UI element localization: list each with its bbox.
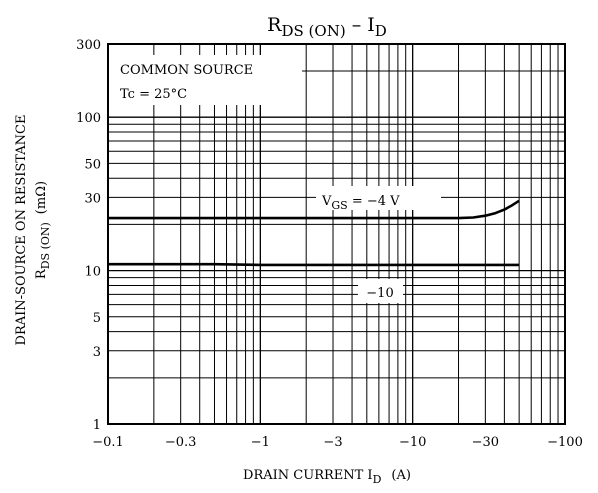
vgs-label-background <box>316 186 441 210</box>
annotation-background <box>108 55 302 105</box>
chart-title: RDS (ON) – ID <box>267 14 387 40</box>
x-tick-labels: −0.1 −0.3 −1 −3 −10 −30 −100 <box>92 435 583 450</box>
x-tick-label: −100 <box>547 435 583 450</box>
series-line-2 <box>108 262 520 267</box>
y-tick-label: 5 <box>93 311 101 326</box>
x-tick-label: −3 <box>323 435 342 450</box>
minor-grid <box>108 43 565 424</box>
x-axis-label: DRAIN CURRENT ID (A) <box>243 468 411 486</box>
x-tick-label: −1 <box>251 435 270 450</box>
plot-border <box>107 43 566 425</box>
x-tick-label: −0.1 <box>92 435 124 450</box>
tc-label: Tc = 25°C <box>120 87 187 102</box>
x-tick-label: −10 <box>399 435 426 450</box>
y-axis-label: DRAIN-SOURCE ON RESISTANCE RDS (ON)(mΩ) <box>14 115 52 346</box>
y-axis-label-line2: RDS (ON)(mΩ) <box>34 181 52 279</box>
y-tick-label: 50 <box>84 157 101 172</box>
y-tick-label: 300 <box>76 38 101 53</box>
y-tick-labels: 1 3 5 10 30 50 100 300 <box>76 38 101 433</box>
y-tick-label: 30 <box>84 191 101 206</box>
series-line-1 <box>108 199 520 220</box>
x-tick-label: −0.3 <box>165 435 197 450</box>
y-tick-label: 100 <box>76 111 101 126</box>
y-tick-label: 10 <box>84 265 101 280</box>
minus10-label: −10 <box>366 286 393 301</box>
series-layer <box>108 199 520 267</box>
y-tick-label: 1 <box>93 418 101 433</box>
y-tick-label: 3 <box>93 345 101 360</box>
minus10-label-background <box>358 279 403 303</box>
common-source-label: COMMON SOURCE <box>120 63 253 78</box>
vgs-label: VGS = −4 V <box>321 194 400 212</box>
x-tick-label: −30 <box>472 435 499 450</box>
y-axis-label-line1: DRAIN-SOURCE ON RESISTANCE <box>14 115 29 346</box>
